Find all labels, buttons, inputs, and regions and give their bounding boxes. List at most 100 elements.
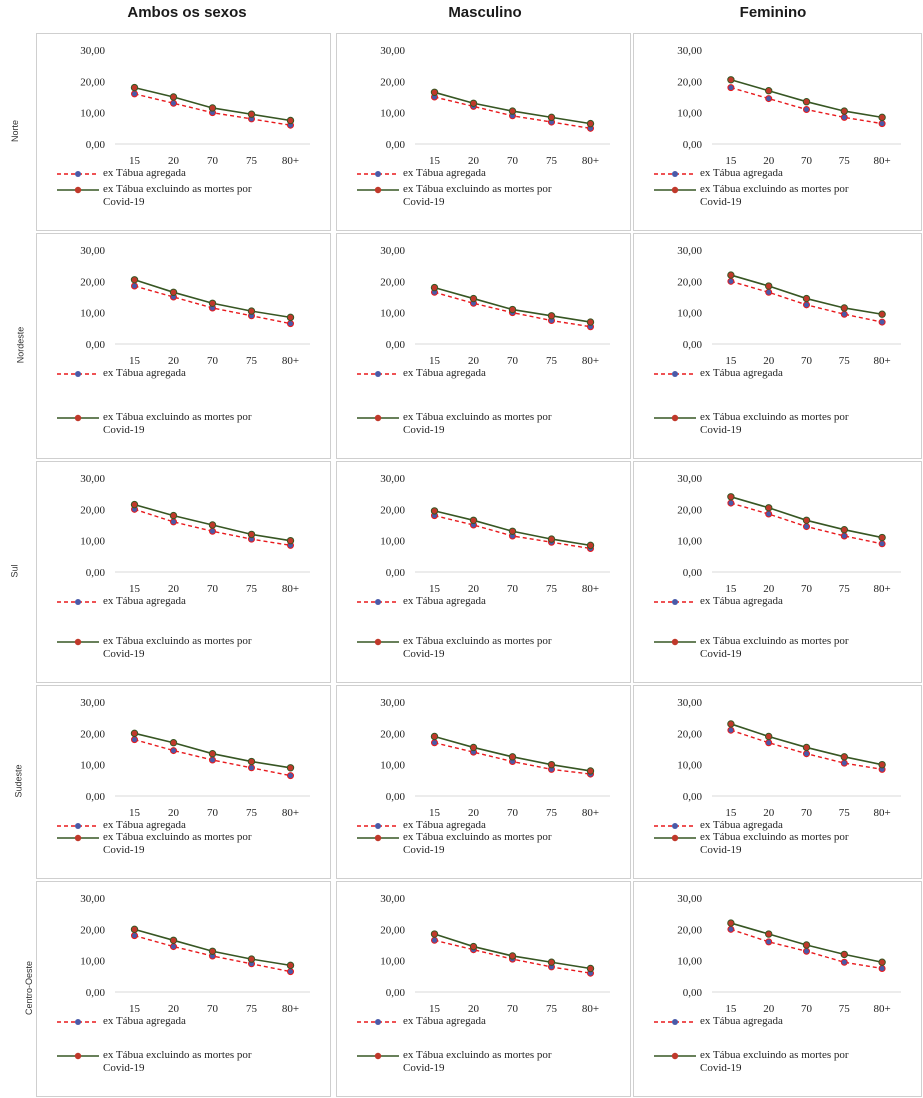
x-tick-label: 70 (801, 807, 813, 819)
line-chart: 0,00 10,00 20,00 30,00 15 20 70 75 80+ (677, 697, 901, 819)
x-tick-label: 70 (801, 583, 813, 595)
legend-swatch-agregada (357, 1019, 399, 1025)
legend-label-line1: ex Tábua excluindo as mortes por (103, 635, 252, 647)
legend-label-line1: ex Tábua excluindo as mortes por (103, 183, 252, 195)
data-point-excluindo (547, 535, 556, 543)
x-tick-label: 20 (763, 1003, 775, 1015)
line-chart: 0,00 10,00 20,00 30,00 15 20 70 75 80+ (380, 45, 610, 167)
data-point-excluindo (286, 536, 295, 545)
x-tick-label: 70 (207, 583, 219, 595)
y-tick-label: 0,00 (86, 791, 106, 803)
data-point-agregada (170, 99, 177, 107)
legend-label-line2: Covid-19 (700, 424, 742, 436)
data-point-excluindo (208, 521, 217, 529)
data-point-agregada (878, 120, 886, 128)
data-point-excluindo (469, 294, 478, 303)
y-tick-label: 30,00 (80, 245, 105, 257)
data-point-excluindo (430, 507, 439, 515)
x-tick-label: 75 (839, 807, 851, 819)
legend-label-line1: ex Tábua excluindo as mortes por (403, 831, 552, 843)
y-tick-label: 10,00 (677, 536, 702, 548)
data-point-agregada (803, 947, 810, 955)
x-tick-label: 75 (246, 1003, 258, 1015)
x-tick-label: 15 (429, 1003, 441, 1015)
legend-swatch-excluindo (357, 834, 399, 842)
series-line-agregada (134, 508, 291, 547)
y-tick-label: 0,00 (386, 987, 406, 999)
legend-label-excluindo: ex Tábua excluindo as mortes por Covid-19 (103, 831, 330, 857)
x-tick-label: 20 (468, 1003, 480, 1015)
data-point-agregada (878, 540, 886, 548)
legend-label-excluindo: ex Tábua excluindo as mortes por Covid-19 (700, 1049, 921, 1075)
legend-swatch-agregada (357, 823, 399, 829)
data-point-excluindo (765, 504, 773, 512)
legend-label-excluindo: ex Tábua excluindo as mortes por Covid-19 (403, 183, 630, 209)
data-point-agregada (803, 750, 810, 758)
legend-label-line1: ex Tábua excluindo as mortes por (700, 411, 849, 423)
legend-label-excluindo: ex Tábua excluindo as mortes por Covid-19 (700, 635, 921, 661)
y-tick-label: 30,00 (677, 893, 702, 905)
y-tick-label: 30,00 (80, 697, 105, 709)
legend-label-agregada: ex Tábua agregada (403, 167, 486, 179)
legend-label-agregada: ex Tábua agregada (403, 1015, 486, 1027)
data-point-agregada (131, 282, 138, 290)
y-tick-label: 20,00 (80, 276, 105, 288)
data-point-agregada (170, 943, 177, 951)
series-line-excluindo (134, 279, 291, 319)
legend-label-excluindo: ex Tábua excluindo as mortes por Covid-19 (103, 635, 330, 661)
data-point-excluindo (802, 941, 811, 949)
y-tick-label: 0,00 (86, 567, 106, 579)
legend-swatch-agregada (357, 599, 399, 605)
data-point-excluindo (586, 318, 595, 326)
x-tick-label: 15 (725, 1003, 737, 1015)
legend-label-excluindo: ex Tábua excluindo as mortes por Covid-19 (700, 831, 921, 857)
data-point-excluindo (802, 294, 811, 303)
x-tick-label: 20 (468, 583, 480, 595)
y-tick-label: 10,00 (677, 956, 702, 968)
legend-swatch-excluindo (654, 638, 696, 646)
y-tick-label: 20,00 (380, 504, 405, 516)
y-tick-label: 10,00 (80, 108, 105, 120)
x-tick-label: 80+ (873, 355, 890, 367)
data-point-agregada (209, 756, 216, 764)
data-point-agregada (765, 510, 773, 518)
y-tick-label: 30,00 (380, 893, 405, 905)
x-tick-label: 20 (468, 155, 480, 167)
legend-label-excluindo: ex Tábua excluindo as mortes por Covid-19 (700, 411, 921, 437)
y-tick-label: 30,00 (80, 45, 105, 57)
legend-label-agregada: ex Tábua agregada (103, 595, 186, 607)
x-tick-label: 75 (246, 807, 258, 819)
data-point-excluindo (430, 88, 439, 96)
y-tick-label: 20,00 (380, 276, 405, 288)
y-tick-label: 0,00 (86, 139, 106, 151)
legend-label-line2: Covid-19 (403, 844, 445, 856)
chart-panel: 0,00 10,00 20,00 30,00 15 20 70 75 80+ ex Tábua a… (36, 33, 331, 231)
data-point-agregada (727, 726, 735, 734)
legend-swatch-excluindo (654, 186, 696, 194)
y-tick-label: 20,00 (380, 728, 405, 740)
x-tick-label: 15 (129, 155, 141, 167)
x-tick-label: 70 (507, 583, 519, 595)
y-tick-label: 0,00 (683, 987, 703, 999)
y-tick-label: 30,00 (80, 893, 105, 905)
legend-swatch-excluindo (357, 186, 399, 194)
data-point-agregada (803, 523, 810, 531)
data-point-excluindo (840, 526, 849, 534)
chart-panel: 0,00 10,00 20,00 30,00 15 20 70 75 80+ ex Tábua a… (336, 881, 631, 1097)
legend-swatch-agregada (57, 1019, 99, 1025)
x-tick-label: 80+ (282, 355, 299, 367)
data-point-excluindo (840, 304, 849, 312)
x-tick-label: 80+ (582, 583, 599, 595)
data-point-agregada (131, 932, 138, 940)
line-chart: 0,00 10,00 20,00 30,00 15 20 70 75 80+ (380, 245, 610, 367)
data-point-excluindo (878, 760, 886, 769)
data-point-excluindo (286, 961, 295, 970)
legend-label-agregada: ex Tábua agregada (103, 367, 186, 379)
line-chart: 0,00 10,00 20,00 30,00 15 20 70 75 80+ (80, 45, 310, 167)
legend-label-line1: ex Tábua excluindo as mortes por (103, 411, 252, 423)
y-tick-label: 0,00 (386, 791, 406, 803)
series-line-excluindo (134, 928, 291, 967)
data-point-excluindo (878, 533, 886, 542)
legend-swatch-excluindo (654, 414, 696, 422)
legend-label-line1: ex Tábua excluindo as mortes por (403, 183, 552, 195)
